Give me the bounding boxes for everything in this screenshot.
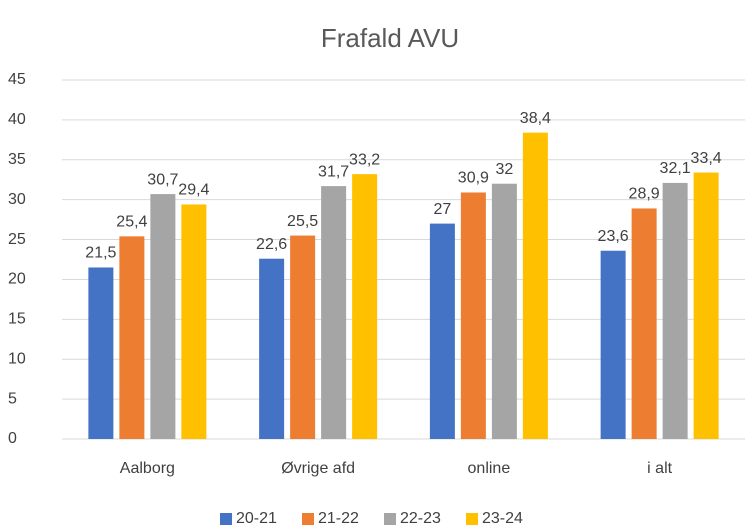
bar xyxy=(290,235,316,439)
y-tick-label: 35 xyxy=(8,151,26,168)
bar xyxy=(631,208,657,439)
bar xyxy=(181,204,207,439)
legend-label: 23-24 xyxy=(482,510,523,527)
x-tick-label: i alt xyxy=(647,460,672,477)
legend-label: 22-23 xyxy=(400,510,441,527)
bar xyxy=(429,223,455,439)
bar xyxy=(600,250,626,439)
legend-label: 20-21 xyxy=(236,510,277,527)
value-label: 38,4 xyxy=(520,110,551,127)
value-label: 28,9 xyxy=(629,186,660,203)
x-tick-label: online xyxy=(468,460,511,477)
legend-swatch xyxy=(384,513,396,525)
bar xyxy=(88,267,114,439)
legend-swatch xyxy=(466,513,478,525)
y-tick-label: 25 xyxy=(8,231,26,248)
bar xyxy=(662,182,688,439)
bar xyxy=(460,192,486,439)
legend-label: 21-22 xyxy=(318,510,359,527)
bar xyxy=(352,174,378,440)
value-label: 25,5 xyxy=(287,213,318,230)
bar xyxy=(693,172,719,439)
legend-swatch xyxy=(302,513,314,525)
x-tick-label: Øvrige afd xyxy=(281,460,355,477)
bar xyxy=(321,186,347,439)
value-label: 23,6 xyxy=(598,228,629,245)
value-label: 29,4 xyxy=(178,182,209,199)
y-tick-label: 45 xyxy=(8,71,26,88)
value-label: 30,7 xyxy=(147,171,178,188)
y-tick-label: 30 xyxy=(8,191,26,208)
bar xyxy=(491,183,517,439)
value-label: 32,1 xyxy=(660,160,691,177)
bar xyxy=(119,236,145,439)
value-label: 21,5 xyxy=(85,245,116,262)
x-tick-label: Aalborg xyxy=(120,460,175,477)
value-label: 22,6 xyxy=(256,236,287,253)
value-label: 30,9 xyxy=(458,170,489,187)
chart-title: Frafald AVU xyxy=(321,23,459,53)
y-tick-label: 10 xyxy=(8,350,26,367)
bar xyxy=(150,194,176,439)
y-tick-label: 5 xyxy=(8,390,17,407)
y-tick-label: 0 xyxy=(8,430,17,447)
bar xyxy=(259,258,285,439)
legend-swatch xyxy=(220,513,232,525)
value-label: 27 xyxy=(433,201,451,218)
y-tick-label: 15 xyxy=(8,311,26,328)
value-label: 31,7 xyxy=(318,163,349,180)
bar xyxy=(522,132,548,440)
value-label: 33,2 xyxy=(349,151,380,168)
value-label: 32 xyxy=(495,161,513,178)
y-tick-label: 20 xyxy=(8,271,26,288)
y-tick-label: 40 xyxy=(8,111,26,128)
value-label: 25,4 xyxy=(116,214,147,231)
value-label: 33,4 xyxy=(691,150,722,167)
